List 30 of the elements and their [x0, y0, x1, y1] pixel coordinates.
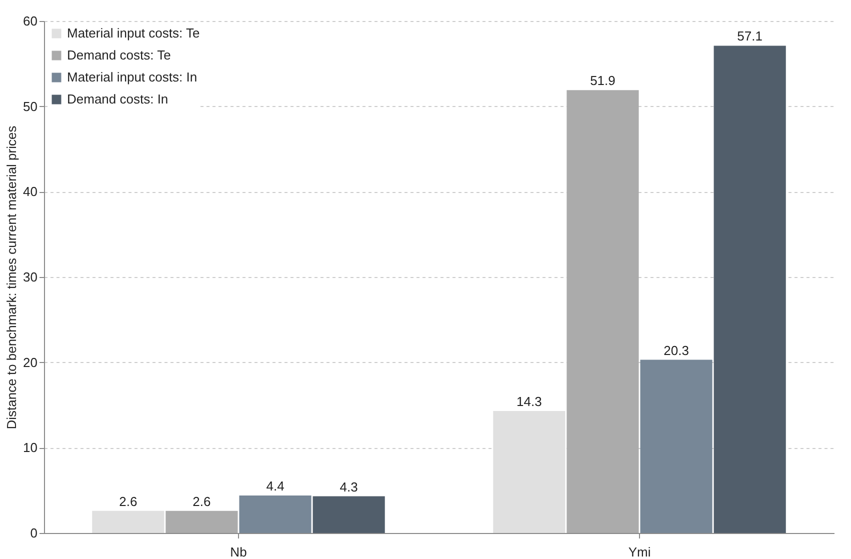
legend-label: Demand costs: In — [67, 92, 168, 106]
bar — [566, 90, 639, 533]
bar — [312, 496, 385, 533]
legend-label: Material input costs: Te — [67, 26, 200, 40]
x-tick-label: Ymi — [628, 544, 651, 559]
y-tick-label: 60 — [23, 14, 38, 28]
data-label: 4.4 — [266, 478, 284, 494]
data-label: 2.6 — [192, 494, 211, 509]
bar — [714, 46, 786, 533]
x-tick-label: Nb — [230, 544, 247, 559]
y-tick-label: 10 — [23, 440, 38, 456]
data-label: 51.9 — [590, 73, 616, 88]
y-tick-label: 30 — [23, 270, 38, 284]
bar — [493, 410, 566, 533]
data-label: 20.3 — [664, 342, 689, 358]
y-tick-label: 40 — [23, 184, 38, 200]
y-tick-label: 20 — [23, 354, 38, 370]
bar — [166, 510, 238, 533]
y-tick-label: 0 — [30, 526, 38, 540]
y-axis-title: Distance to benchmark: times current material prices — [4, 125, 20, 430]
y-tick-label: 50 — [23, 98, 38, 114]
bar — [239, 495, 312, 533]
data-label: 57.1 — [737, 28, 762, 44]
data-label: 14.3 — [516, 394, 542, 409]
legend-label: Demand costs: Te — [67, 48, 171, 62]
data-label: 4.3 — [340, 479, 358, 494]
bar — [640, 360, 712, 533]
data-label: 2.6 — [119, 494, 138, 509]
bar — [92, 510, 164, 533]
legend-label: Material input costs: In — [67, 70, 198, 84]
